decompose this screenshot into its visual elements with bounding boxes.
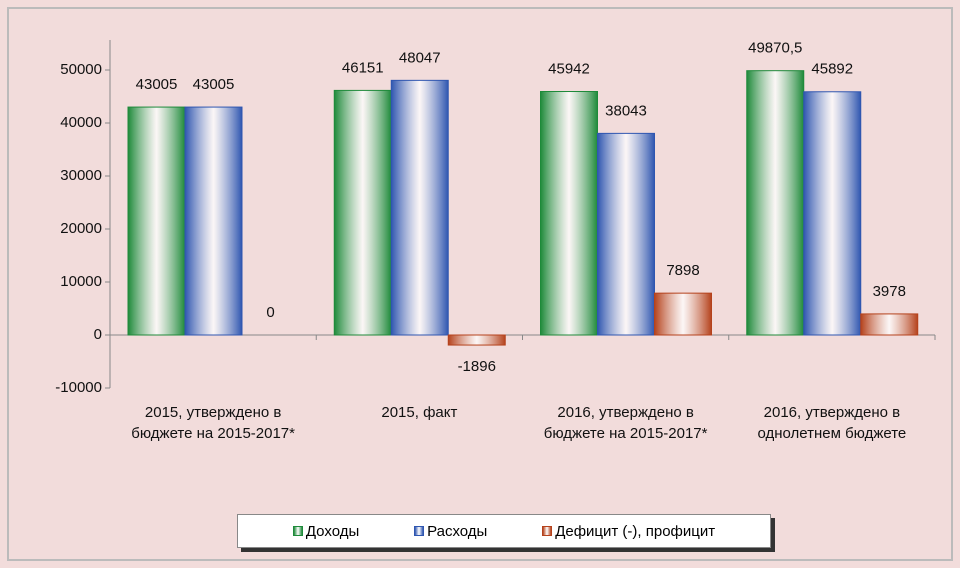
- legend: Доходы Расходы Дефицит (-), профицит: [237, 514, 771, 548]
- bar: [184, 106, 243, 336]
- y-tick-label: 50000: [60, 61, 102, 78]
- y-tick-label: 40000: [60, 114, 102, 131]
- legend-swatch: [414, 526, 425, 536]
- bar: [333, 89, 392, 336]
- value-label: 45892: [811, 61, 853, 78]
- bar: [390, 79, 449, 336]
- legend-item: Дефицит (-), профицит: [542, 523, 715, 540]
- bar: [803, 91, 862, 336]
- value-label: 49870,5: [748, 40, 802, 57]
- x-tick-label: 2016, утверждено в однолетнем бюджете: [757, 404, 907, 442]
- legend-item: Расходы: [414, 523, 487, 540]
- legend-label: Доходы: [305, 522, 360, 540]
- legend-swatch: [542, 526, 553, 536]
- y-tick-label: 10000: [60, 273, 102, 290]
- bar: [597, 132, 655, 336]
- legend-label: Расходы: [427, 522, 488, 540]
- value-label: 7898: [666, 262, 699, 279]
- y-tick-label: 0: [94, 326, 102, 343]
- y-tick-label: 30000: [60, 167, 102, 184]
- x-tick-label: 2016, утверждено в бюджете на 2015-2017*: [543, 404, 708, 442]
- bar: [860, 313, 919, 336]
- border: [7, 7, 953, 561]
- value-label: 43005: [193, 76, 235, 93]
- value-label: 45942: [548, 60, 590, 77]
- value-label: 46151: [342, 59, 384, 76]
- value-label: 3978: [873, 283, 906, 300]
- legend-label: Дефицит (-), профицит: [555, 522, 716, 540]
- y-tick-label: -10000: [55, 379, 102, 396]
- value-label: 48047: [399, 49, 441, 66]
- x-tick-label: 2015, факт: [381, 404, 458, 421]
- y-tick-label: 20000: [60, 220, 102, 237]
- bar: [127, 106, 186, 336]
- value-label: 43005: [136, 76, 178, 93]
- bar: [654, 292, 712, 336]
- x-tick-label: 2015, утверждено в бюджете на 2015-2017*: [131, 404, 295, 442]
- legend-item: Доходы: [292, 522, 360, 540]
- value-label: 0: [266, 304, 274, 321]
- bar: [746, 70, 805, 336]
- bar: [447, 334, 506, 346]
- legend-swatch: [292, 526, 303, 536]
- value-label: -1896: [458, 358, 496, 375]
- value-label: 38043: [605, 102, 647, 119]
- bar: [540, 91, 598, 336]
